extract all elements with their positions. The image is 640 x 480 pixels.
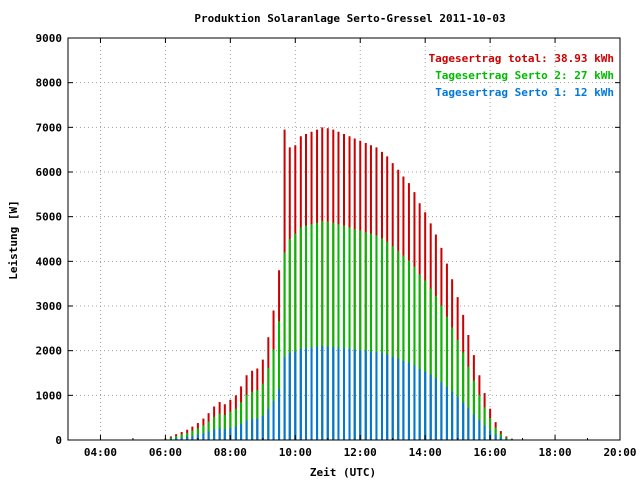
y-tick-label: 6000: [36, 166, 63, 179]
y-tick-label: 4000: [36, 255, 63, 268]
y-tick-label: 3000: [36, 300, 63, 313]
chart-title: Produktion Solaranlage Serto-Gressel 201…: [194, 12, 505, 25]
y-tick-label: 9000: [36, 32, 63, 45]
x-tick-label: 08:00: [214, 446, 247, 459]
legend: Tagesertrag total: 38.93 kWh Tagesertrag …: [429, 52, 614, 99]
x-tick-label: 16:00: [474, 446, 507, 459]
y-tick-label: 5000: [36, 211, 63, 224]
x-tick-label: 06:00: [149, 446, 182, 459]
bars: [164, 127, 519, 440]
x-tick-label: 20:00: [603, 446, 636, 459]
x-tick-label: 18:00: [538, 446, 571, 459]
legend-entry: Tagesertrag Serto 2: 27 kWh: [435, 69, 614, 82]
legend-entry: Tagesertrag Serto 1: 12 kWh: [435, 86, 614, 99]
x-tick-label: 10:00: [279, 446, 312, 459]
y-tick-label: 1000: [36, 389, 63, 402]
x-tick-label: 04:00: [84, 446, 117, 459]
y-tick-label: 8000: [36, 77, 63, 90]
y-tick-label: 7000: [36, 121, 63, 134]
legend-entry: Tagesertrag total: 38.93 kWh: [429, 52, 614, 65]
x-tick-label: 12:00: [344, 446, 377, 459]
x-tick-label: 14:00: [409, 446, 442, 459]
y-axis-label: Leistung [W]: [7, 200, 20, 279]
plot-frame: [67, 37, 621, 441]
y-tick-label: 0: [55, 434, 62, 447]
x-axis-label: Zeit (UTC): [310, 466, 376, 479]
ticks: 04:00 06:00 08:00 10:00 12:00 14:00 16:00 18:00…: [36, 32, 637, 459]
y-tick-label: 2000: [36, 345, 63, 358]
